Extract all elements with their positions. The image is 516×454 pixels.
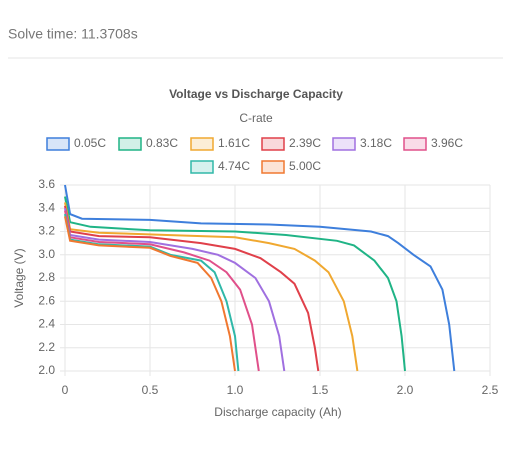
y-tick-label: 3.6 [38, 177, 55, 191]
x-tick-label: 2.5 [482, 383, 499, 397]
y-tick-label: 2.8 [38, 270, 55, 284]
y-tick-label: 3.2 [38, 224, 55, 238]
y-tick-label: 2.0 [38, 363, 55, 377]
legend-swatch [190, 160, 214, 174]
x-tick-label: 1.5 [312, 383, 329, 397]
x-tick-label: 1.0 [227, 383, 244, 397]
legend-label: 0.83C [146, 136, 178, 150]
series-line [64, 196, 406, 372]
y-tick-label: 3.0 [38, 247, 55, 261]
legend-swatch [261, 160, 285, 174]
x-tick-label: 0 [62, 383, 69, 397]
series-line [64, 184, 456, 372]
y-tick-label: 2.2 [38, 340, 55, 354]
series-line [64, 202, 359, 372]
x-axis-label: Discharge capacity (Ah) [214, 405, 341, 419]
legend-label: 2.39C [289, 136, 321, 150]
legend-label: 0.05C [74, 136, 106, 150]
chart-title: Voltage vs Discharge Capacity [169, 87, 343, 101]
y-tick-label: 3.4 [38, 200, 55, 214]
series-line [64, 213, 240, 372]
x-tick-label: 0.5 [142, 383, 159, 397]
legend-swatch [332, 137, 356, 151]
y-axis-label: Voltage (V) [12, 248, 26, 307]
series-line [64, 210, 260, 372]
y-tick-label: 2.6 [38, 293, 55, 307]
x-tick-label: 2.0 [397, 383, 414, 397]
legend-swatch [46, 137, 70, 151]
legend-label: 3.96C [431, 136, 463, 150]
series-line [64, 205, 320, 372]
series-line [64, 208, 286, 372]
legend-swatch [261, 137, 285, 151]
series-line [64, 216, 236, 372]
legend-label: 3.18C [360, 136, 392, 150]
solve-time: Solve time: 11.3708s [8, 26, 138, 42]
legend-label: 1.61C [218, 136, 250, 150]
legend-swatch [403, 137, 427, 151]
legend-label: 5.00C [289, 159, 321, 173]
legend-swatch [190, 137, 214, 151]
y-tick-label: 2.4 [38, 317, 55, 331]
legend-title: C-rate [239, 111, 273, 125]
legend-label: 4.74C [218, 159, 250, 173]
legend-swatch [118, 137, 142, 151]
